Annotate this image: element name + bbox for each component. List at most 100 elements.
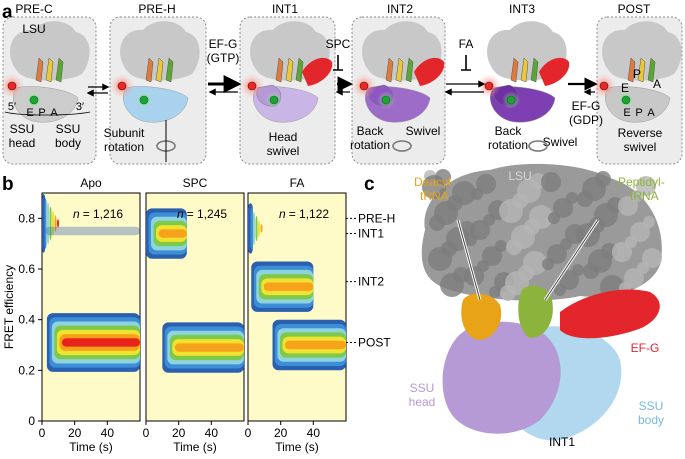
heatmap-band xyxy=(49,206,52,241)
label-swivel: Swivel xyxy=(543,135,578,149)
y-tick-label: 0 xyxy=(28,414,35,428)
lsu-density-lobe xyxy=(500,285,516,301)
green-dye xyxy=(269,95,279,105)
heatmap-band xyxy=(57,219,59,228)
lsu-density-lobe xyxy=(583,263,599,279)
heatmap-band xyxy=(250,207,253,250)
n-symbol: n xyxy=(73,207,80,221)
state-title: INT3 xyxy=(509,2,535,16)
lsu-density-lobe xyxy=(541,172,561,192)
heatmap-background xyxy=(41,192,141,422)
y-tick-label: 0.8 xyxy=(18,211,35,225)
lsu-density-lobe xyxy=(642,248,662,268)
label-spc: SPC xyxy=(326,37,351,51)
ribosome-cartoon xyxy=(110,21,200,123)
state-label: POST xyxy=(358,335,391,349)
heatmap-band xyxy=(61,338,140,347)
heatmap-band xyxy=(260,224,263,233)
label-5prime: 5′ xyxy=(8,101,16,113)
label-site-p: P xyxy=(635,107,642,119)
efg-shape xyxy=(539,57,570,86)
lsu-density-lobe xyxy=(470,220,490,240)
lsu-density-lobe xyxy=(476,174,496,194)
trna-shape xyxy=(647,57,656,83)
x-tick-label: 40 xyxy=(307,426,321,440)
lsu-density-lobe xyxy=(559,270,579,290)
lsu-density-lobe xyxy=(440,273,464,297)
y-tick-label: 0.6 xyxy=(18,262,35,276)
x-axis-label: Time (s) xyxy=(69,440,113,454)
label-site-e: E xyxy=(26,107,33,119)
label-gtp: (GTP) xyxy=(207,51,240,65)
trna-shape xyxy=(165,57,174,83)
peptidyl-leader-line xyxy=(544,219,599,301)
heatmap-band xyxy=(52,210,54,236)
n-label: n = 1,216 xyxy=(73,207,123,221)
lsu-density-lobe xyxy=(577,191,593,207)
ribosome-cartoon xyxy=(477,21,570,123)
red-dye xyxy=(117,81,127,91)
lsu-shape xyxy=(10,21,90,81)
label-site-a: A xyxy=(647,107,655,119)
n-symbol: n xyxy=(279,207,286,221)
panel-title: SPC xyxy=(183,176,208,190)
lsu-density-lobe xyxy=(636,176,656,196)
label-head: head xyxy=(9,136,36,150)
state-label: INT2 xyxy=(358,275,384,289)
heatmap-band xyxy=(44,198,47,249)
label-reverse: Reverse xyxy=(618,126,663,140)
x-tick-label: 40 xyxy=(205,426,219,440)
y-tick-label: 0.4 xyxy=(18,313,35,327)
trna-shape xyxy=(395,57,404,83)
red-dye xyxy=(599,81,609,91)
trna-shape xyxy=(275,57,284,83)
label-ssu: SSU xyxy=(410,381,435,395)
n-value: = 1,122 xyxy=(289,207,330,221)
label-gdp: (GDP) xyxy=(569,113,603,127)
n-label: n = 1,122 xyxy=(279,207,329,221)
heatmap-band xyxy=(253,211,255,246)
panel-letter-b: b xyxy=(2,174,14,195)
label-back: Back xyxy=(495,124,523,138)
lsu-density-lobe xyxy=(624,268,644,288)
label-head: Head xyxy=(269,130,298,144)
label-rotation: rotation xyxy=(104,140,144,154)
label-site-e: E xyxy=(623,107,630,119)
label-lsu: LSU xyxy=(22,22,45,36)
lsu-density-lobe xyxy=(471,188,483,200)
efg-shape xyxy=(414,57,445,86)
lsu-density-lobe xyxy=(489,286,501,298)
trna-shape xyxy=(285,57,294,83)
rotation-arrow xyxy=(528,140,548,152)
trna-shape xyxy=(405,57,414,83)
n-label: n = 1,245 xyxy=(177,207,227,221)
n-value: = 1,216 xyxy=(83,207,124,221)
heatmap-band xyxy=(45,226,141,236)
heatmap-band xyxy=(258,220,260,237)
deacyl-trna-density xyxy=(461,293,502,340)
label-ssu: SSU xyxy=(56,122,81,136)
inhibitor-bar xyxy=(333,55,343,71)
lsu-density-lobe xyxy=(422,175,446,199)
trna-shape xyxy=(145,57,154,83)
state-title: INT2 xyxy=(387,2,413,16)
state-label: INT1 xyxy=(358,227,384,241)
label-site-e: E xyxy=(621,81,629,95)
label-body: body xyxy=(55,136,81,150)
trna-shape xyxy=(35,57,44,83)
lsu-density-lobe xyxy=(499,199,523,223)
ribosome-cartoon xyxy=(352,21,445,123)
label-trna: tRNA xyxy=(630,189,659,203)
green-dye xyxy=(621,95,631,105)
ssu-head-density xyxy=(442,321,561,434)
lsu-density-lobe xyxy=(428,247,452,271)
lsu-density-lobe xyxy=(542,258,554,270)
green-dye xyxy=(381,95,391,105)
label-body: body xyxy=(638,413,664,427)
state-title: PRE-H xyxy=(138,2,175,16)
red-dye xyxy=(359,81,369,91)
trna-shape xyxy=(45,57,54,83)
x-tick-label: 20 xyxy=(274,426,288,440)
